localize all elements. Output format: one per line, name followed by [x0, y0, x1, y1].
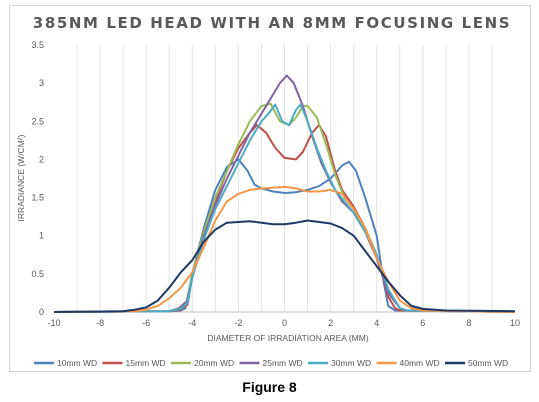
x-tick-label: -8 [96, 318, 104, 328]
x-tick-labels: -10 -8 -6 -4 -2 0 2 4 6 8 10 [47, 318, 520, 328]
y-tick-label: 1 [39, 231, 44, 241]
y-tick-label: 2 [39, 154, 44, 164]
figure-caption: Figure 8 [242, 379, 297, 395]
x-tick-label: 8 [466, 318, 471, 328]
x-tick-label: 4 [374, 318, 379, 328]
x-tick-label: -2 [234, 318, 242, 328]
y-tick-label: 3.5 [31, 40, 44, 50]
legend: 10mm WD 15mm WD 20mm WD 25mm WD 30mm WD 40mm … [34, 358, 508, 368]
x-tick-label: -6 [142, 318, 150, 328]
legend-label: 10mm WD [57, 358, 97, 368]
x-tick-label: 0 [282, 318, 287, 328]
y-tick-label: 1.5 [31, 193, 44, 203]
y-tick-label: 0.5 [31, 269, 44, 279]
y-tick-label: 2.5 [31, 116, 44, 126]
legend-label: 20mm WD [194, 358, 234, 368]
legend-label: 15mm WD [126, 358, 166, 368]
series-line [53, 185, 516, 313]
legend-label: 25mm WD [263, 358, 303, 368]
series-line [53, 219, 516, 313]
x-tick-label: -10 [47, 318, 60, 328]
gridlines [54, 45, 515, 313]
x-axis-title: DIAMETER OF IRRADIATION AREA (MM) [207, 333, 369, 343]
x-tick-label: -4 [188, 318, 196, 328]
x-tick-label: 2 [328, 318, 333, 328]
x-tick-label: 6 [420, 318, 425, 328]
legend-label: 40mm WD [400, 358, 440, 368]
legend-label: 50mm WD [468, 358, 508, 368]
y-tick-label: 0 [39, 307, 44, 317]
series-lines [53, 74, 516, 313]
x-tick-label: 10 [510, 318, 520, 328]
y-tick-label: 3 [39, 78, 44, 88]
y-axis-title: IRRADIANCE (W/CM²) [16, 134, 26, 221]
legend-label: 30mm WD [331, 358, 371, 368]
y-tick-labels: 0 0.5 1 1.5 2 2.5 3 3.5 [31, 40, 44, 317]
chart-title: 385NM LED HEAD WITH AN 8MM FOCUSING LENS [33, 14, 511, 32]
